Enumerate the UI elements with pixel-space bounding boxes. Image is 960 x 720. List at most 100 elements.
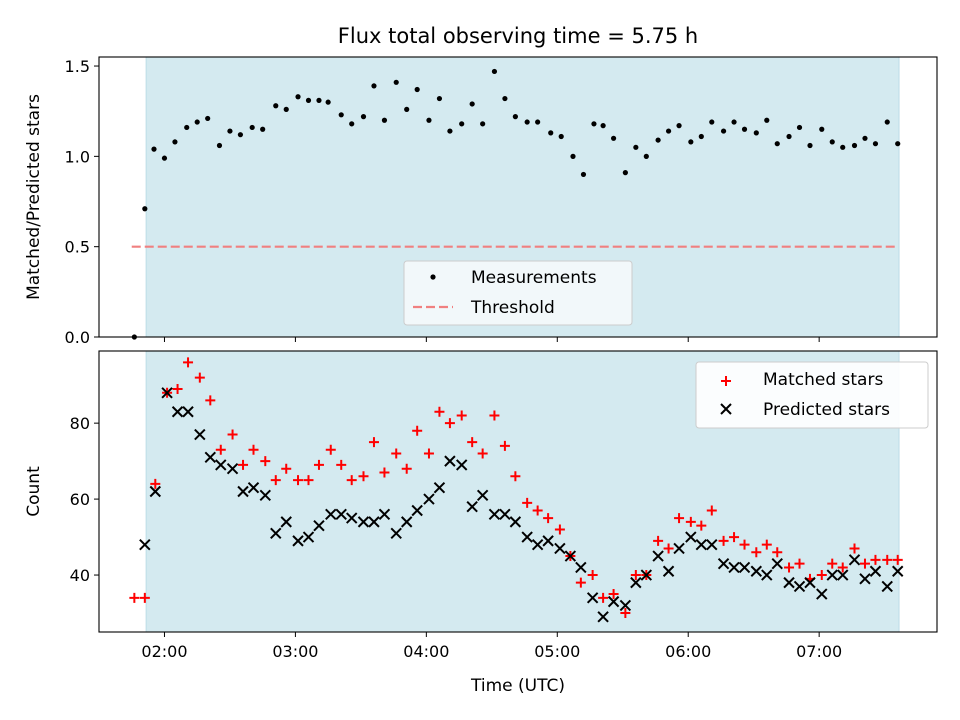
matched-star-point	[477, 448, 488, 459]
matched-star-point	[379, 467, 390, 478]
matched-star-point	[238, 459, 249, 470]
predicted-star-point	[476, 489, 489, 502]
measurement-point	[665, 128, 672, 134]
predicted-star-point	[586, 592, 599, 604]
measurement-point	[194, 119, 200, 125]
measurement-point	[622, 170, 628, 176]
matched-star-point	[391, 448, 402, 459]
matched-star-point	[489, 410, 500, 421]
measurement-point	[512, 114, 518, 120]
count-y-axis-label: Count	[24, 466, 44, 517]
count-legend	[695, 361, 929, 429]
measurement-point	[535, 119, 541, 125]
matched-star-point	[620, 608, 631, 619]
predicted-star-point	[488, 508, 501, 520]
predicted-star-point	[738, 561, 751, 574]
matched-star-point	[401, 463, 412, 474]
matched-star-point	[718, 535, 729, 546]
measurement-point	[216, 142, 223, 149]
matched-star-point	[205, 395, 216, 406]
predicted-star-point	[499, 508, 511, 520]
legend-matched-label: Matched stars	[763, 370, 883, 390]
measurement-point	[404, 106, 410, 112]
matched-star-point	[467, 437, 478, 448]
legend-matched-marker	[721, 376, 731, 386]
predicted-star-point	[139, 538, 151, 551]
predicted-star-point	[302, 531, 315, 543]
predicted-star-point	[859, 573, 871, 585]
measurement-point	[142, 206, 148, 212]
predicted-star-point	[247, 481, 260, 494]
y-tick-label: 1.5	[65, 57, 90, 76]
matched-star-point	[313, 459, 324, 470]
predicted-star-point	[226, 463, 239, 475]
legend-measurement-marker	[430, 274, 436, 280]
legend-threshold-label: Threshold	[470, 298, 555, 318]
matched-star-point	[423, 448, 434, 459]
measurement-point	[558, 133, 564, 140]
measurement-point	[796, 124, 803, 131]
y-tick-label: 1.0	[65, 147, 90, 166]
measurement-point	[633, 144, 639, 150]
matched-star-point	[554, 524, 565, 535]
predicted-star-point	[662, 565, 675, 577]
matched-star-point	[368, 437, 379, 448]
matched-star-point	[346, 475, 357, 486]
matched-star-point	[172, 383, 183, 394]
predicted-star-point	[630, 576, 642, 589]
predicted-star-point	[869, 565, 882, 577]
measurement-point	[786, 133, 792, 140]
matched-star-point	[761, 539, 772, 550]
predicted-star-point	[444, 455, 456, 467]
ratio-axes-frame	[98, 56, 938, 338]
matched-star-point	[772, 547, 783, 558]
predicted-star-point	[531, 538, 544, 551]
predicted-star-point	[280, 516, 292, 528]
predicted-star-point	[237, 485, 249, 498]
predicted-star-point	[259, 489, 271, 502]
measurement-point	[862, 135, 868, 141]
measurement-point	[851, 142, 858, 149]
matched-star-point	[194, 372, 205, 383]
predicted-star-point	[804, 576, 816, 589]
predicted-star-point	[564, 550, 577, 562]
predicted-star-point	[346, 512, 358, 524]
predicted-star-point	[717, 557, 730, 570]
predicted-star-point	[335, 508, 347, 520]
predicted-star-point	[640, 569, 653, 581]
predicted-star-point	[270, 527, 282, 539]
matched-star-point	[260, 456, 271, 467]
matched-star-point	[816, 570, 827, 581]
matched-star-point	[434, 406, 445, 417]
predicted-star-point	[793, 580, 806, 593]
matched-star-point	[882, 554, 893, 565]
y-tick-label: 40	[70, 566, 90, 585]
measurement-point	[283, 106, 289, 112]
ratio-y-axis-label: Matched/Predicted stars	[24, 94, 44, 300]
x-tick-label: 03:00	[272, 642, 318, 661]
matched-star-point	[751, 547, 762, 558]
count-panel: 02:00 03:00 04:00 05:00 06:00 07:00 40 60 80 Coun…	[24, 350, 938, 696]
matched-star-point	[522, 497, 533, 508]
measurement-point	[709, 119, 715, 125]
ratio-panel: 0.0 0.5 1.0 1.5 Matched/Predicted stars Measu…	[24, 56, 938, 347]
predicted-star-point	[783, 576, 795, 589]
legend-measurements-label: Measurements	[471, 268, 597, 288]
matched-star-point	[336, 459, 347, 470]
matched-star-point	[630, 570, 641, 581]
matched-star-point	[784, 562, 795, 573]
measurement-point	[151, 146, 157, 152]
measurement-point	[360, 114, 367, 120]
measurement-point	[819, 126, 825, 132]
matched-star-point	[456, 410, 467, 421]
predicted-star-point	[182, 406, 194, 418]
predicted-star-point	[194, 428, 206, 441]
measurement-point	[295, 94, 301, 100]
measurement-point	[502, 95, 508, 102]
matched-star-point	[543, 513, 554, 524]
legend-predicted-marker	[720, 403, 732, 415]
measurement-point	[393, 79, 399, 85]
predicted-star-point	[771, 557, 783, 570]
measurement-point	[480, 121, 486, 127]
